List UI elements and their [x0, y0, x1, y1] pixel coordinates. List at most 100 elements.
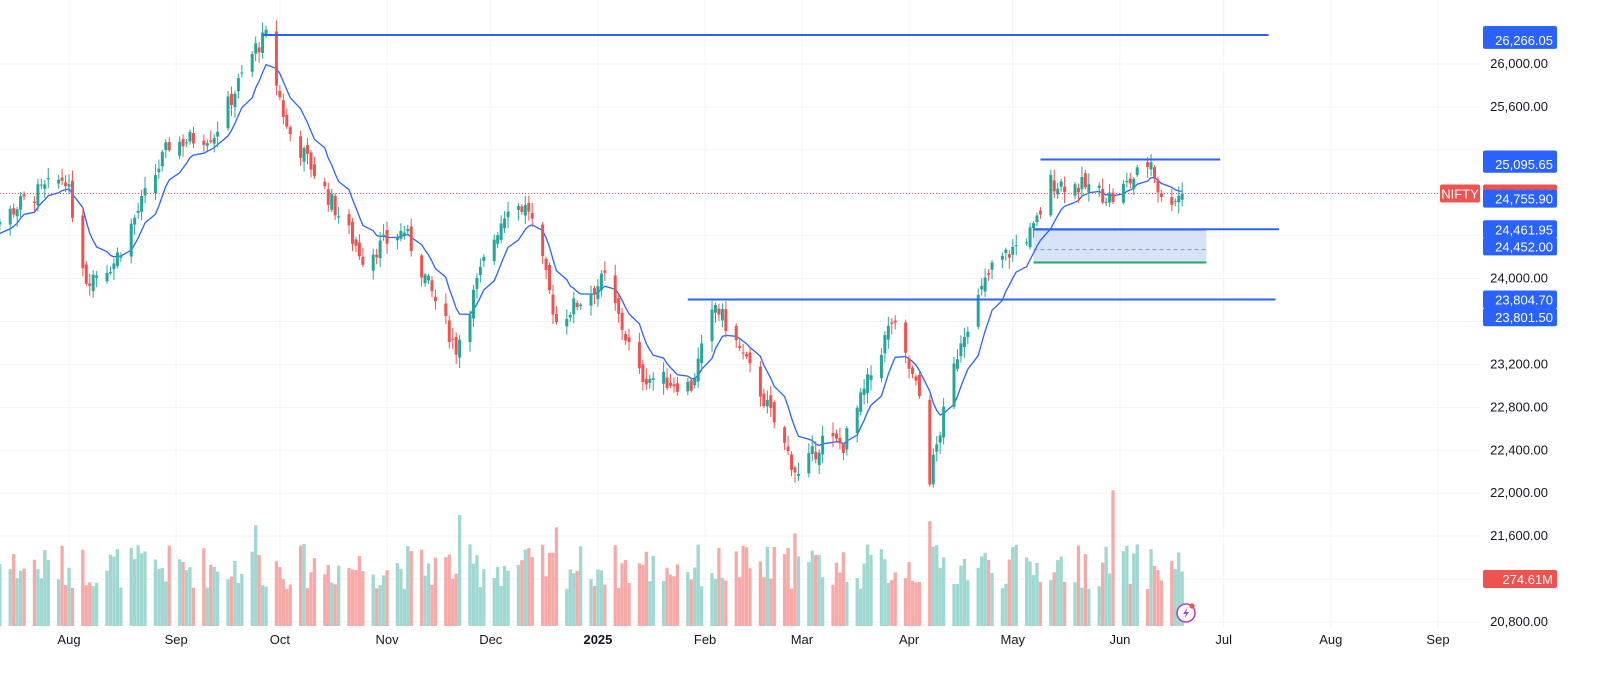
candle[interactable]: [226, 90, 230, 131]
candle[interactable]: [57, 175, 61, 189]
candle[interactable]: [202, 134, 206, 152]
candle[interactable]: [1149, 154, 1153, 176]
candle[interactable]: [185, 139, 189, 148]
candle[interactable]: [669, 373, 673, 389]
candle[interactable]: [444, 293, 448, 325]
candle[interactable]: [427, 273, 431, 285]
candle[interactable]: [980, 278, 984, 296]
candle[interactable]: [254, 36, 258, 62]
candle[interactable]: [1132, 176, 1136, 196]
candle[interactable]: [966, 326, 970, 345]
candle[interactable]: [257, 42, 261, 63]
candle[interactable]: [866, 368, 870, 404]
candle[interactable]: [499, 215, 503, 244]
candle[interactable]: [482, 254, 486, 268]
candle[interactable]: [1097, 182, 1101, 198]
candle[interactable]: [1035, 212, 1039, 227]
candle[interactable]: [458, 335, 462, 369]
candle[interactable]: [471, 284, 475, 327]
candle[interactable]: [1063, 176, 1067, 204]
zone-rect[interactable]: [1033, 230, 1207, 263]
candle[interactable]: [596, 279, 600, 308]
candle[interactable]: [672, 377, 676, 393]
candle[interactable]: [592, 285, 596, 305]
candle[interactable]: [575, 300, 579, 311]
price-axis[interactable]: 20,800.00 21,600.00 22,000.00 22,400.00 22,8…: [1490, 56, 1548, 629]
candle[interactable]: [859, 387, 863, 416]
candle[interactable]: [914, 374, 918, 386]
candle[interactable]: [285, 108, 289, 130]
candle[interactable]: [983, 268, 987, 298]
candle[interactable]: [565, 309, 569, 335]
candle[interactable]: [119, 252, 123, 263]
candle[interactable]: [433, 289, 437, 310]
candle[interactable]: [46, 168, 50, 189]
candle[interactable]: [741, 343, 745, 360]
candle[interactable]: [371, 248, 375, 280]
candle[interactable]: [36, 178, 40, 212]
candle[interactable]: [907, 355, 911, 379]
candle[interactable]: [1076, 183, 1080, 203]
candle[interactable]: [1159, 189, 1163, 202]
candle[interactable]: [1153, 165, 1157, 184]
candle[interactable]: [987, 269, 991, 281]
candle[interactable]: [1073, 181, 1077, 200]
candle[interactable]: [1135, 164, 1139, 177]
candle[interactable]: [838, 427, 842, 450]
candle[interactable]: [724, 301, 728, 338]
candle[interactable]: [1170, 189, 1174, 212]
candle[interactable]: [281, 93, 285, 124]
level-lines[interactable]: [262, 34, 1279, 301]
candle[interactable]: [717, 303, 721, 322]
candle[interactable]: [544, 256, 548, 280]
candle[interactable]: [0, 218, 2, 231]
candle[interactable]: [112, 258, 116, 280]
candle[interactable]: [60, 168, 64, 185]
candle[interactable]: [164, 139, 168, 159]
candle[interactable]: [748, 347, 752, 373]
candle[interactable]: [665, 368, 669, 391]
candle[interactable]: [772, 400, 776, 429]
candle[interactable]: [354, 236, 358, 253]
candle[interactable]: [644, 368, 648, 390]
candle[interactable]: [1101, 178, 1105, 205]
candle[interactable]: [790, 451, 794, 477]
candle[interactable]: [758, 360, 762, 407]
candle[interactable]: [952, 356, 956, 410]
candle[interactable]: [821, 425, 825, 464]
candle[interactable]: [91, 270, 95, 298]
candle[interactable]: [686, 377, 690, 396]
candle[interactable]: [1014, 234, 1018, 255]
candle[interactable]: [938, 431, 942, 454]
candle[interactable]: [793, 465, 797, 483]
candle[interactable]: [312, 156, 316, 179]
candle[interactable]: [250, 51, 254, 78]
candle[interactable]: [734, 323, 738, 348]
candle[interactable]: [395, 233, 399, 250]
candle[interactable]: [506, 201, 510, 229]
candle[interactable]: [879, 348, 883, 383]
candle[interactable]: [264, 25, 268, 39]
candle[interactable]: [326, 182, 330, 212]
candle[interactable]: [810, 435, 814, 462]
candle[interactable]: [136, 202, 140, 219]
candle[interactable]: [693, 372, 697, 389]
candle[interactable]: [1000, 252, 1004, 269]
candle[interactable]: [624, 331, 628, 346]
candle[interactable]: [409, 218, 413, 257]
candle[interactable]: [12, 203, 16, 218]
candle[interactable]: [955, 349, 959, 372]
candle[interactable]: [81, 207, 85, 277]
candle[interactable]: [43, 180, 47, 198]
candle[interactable]: [637, 332, 641, 374]
candle[interactable]: [402, 226, 406, 240]
candle[interactable]: [140, 189, 144, 221]
candle[interactable]: [831, 422, 835, 448]
candle[interactable]: [420, 253, 424, 287]
candle[interactable]: [347, 209, 351, 235]
candle[interactable]: [1121, 179, 1125, 205]
candle[interactable]: [361, 248, 365, 268]
candle[interactable]: [350, 217, 354, 252]
candle[interactable]: [1083, 169, 1087, 190]
